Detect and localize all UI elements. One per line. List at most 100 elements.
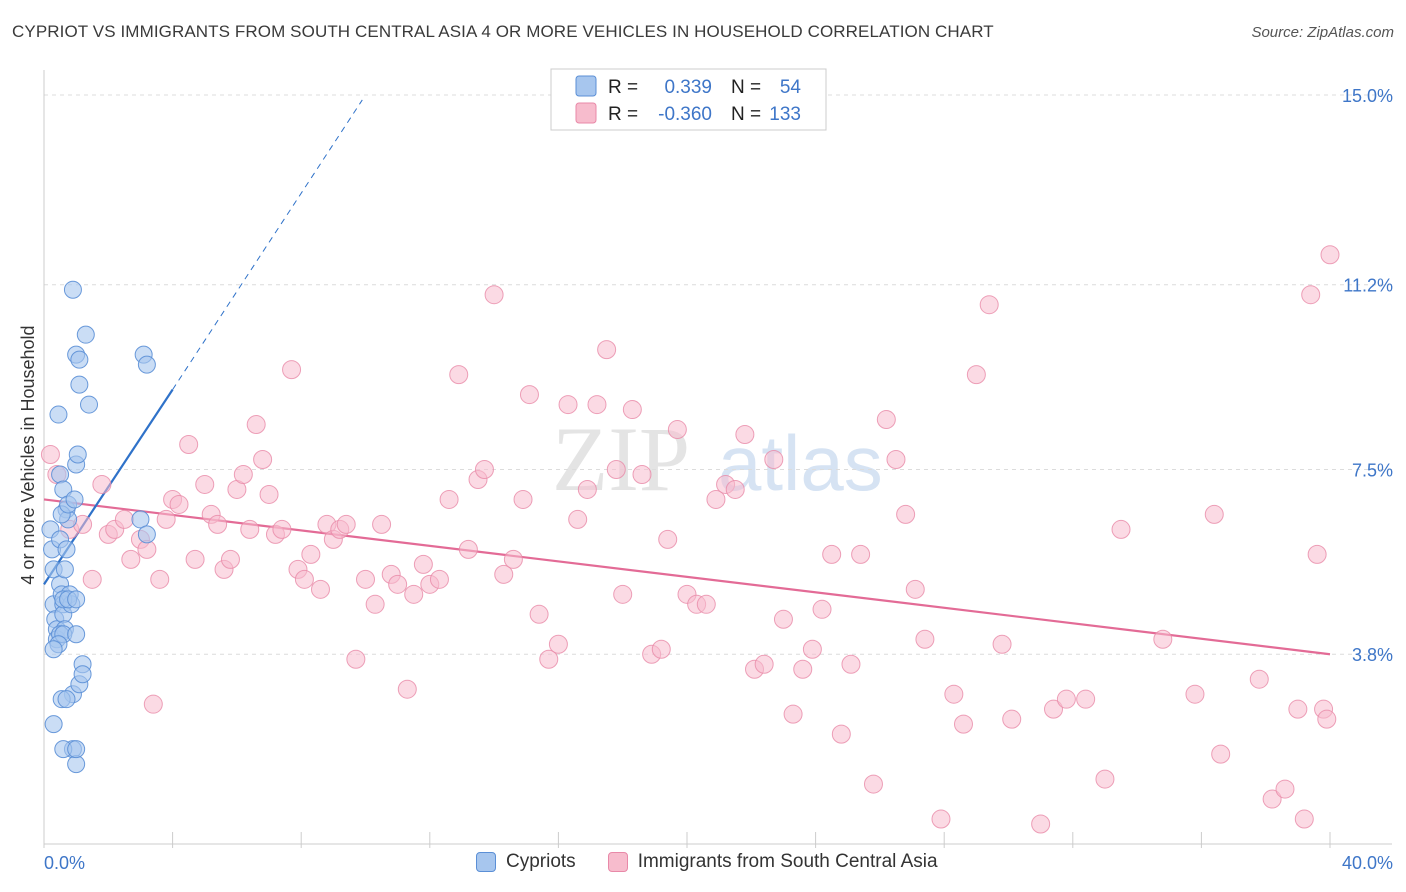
point-immigrants [220, 549, 240, 569]
point-immigrants [944, 684, 964, 704]
point-immigrants [114, 509, 134, 529]
point-cypriots [63, 280, 82, 299]
point-immigrants [513, 489, 533, 509]
point-immigrants [208, 514, 228, 534]
point-immigrants [725, 479, 745, 499]
point-immigrants [622, 400, 642, 420]
point-immigrants [979, 295, 999, 315]
legend-swatch-cypriots [476, 852, 496, 872]
bottom-legend: Cypriots Immigrants from South Central A… [476, 851, 970, 873]
point-immigrants [143, 694, 163, 714]
legend-r-value-1: 0.339 [664, 77, 712, 98]
point-cypriots [76, 325, 95, 344]
point-immigrants [529, 604, 549, 624]
point-cypriots [70, 375, 89, 394]
point-immigrants [613, 584, 633, 604]
point-immigrants [802, 639, 822, 659]
point-immigrants [336, 514, 356, 534]
legend-label-cypriots: Cypriots [506, 851, 576, 872]
point-immigrants [1095, 769, 1115, 789]
point-cypriots [137, 355, 156, 374]
point-immigrants [519, 385, 539, 405]
point-immigrants [388, 574, 408, 594]
y-axis-label: 4 or more Vehicles in Household [18, 325, 38, 584]
point-immigrants [156, 509, 176, 529]
legend-r-value-2: -0.360 [658, 104, 712, 125]
legend-swatch-blue [575, 75, 597, 97]
y-tick-label: 7.5% [1352, 460, 1393, 480]
point-immigrants [1249, 669, 1269, 689]
point-immigrants [92, 474, 112, 494]
stats-legend: R = 0.339 N = 54 R = -0.360 N = 133 [550, 68, 827, 131]
point-immigrants [1204, 504, 1224, 524]
point-cypriots [65, 490, 84, 509]
point-immigrants [548, 634, 568, 654]
point-immigrants [558, 395, 578, 415]
point-immigrants [1153, 629, 1173, 649]
legend-label-immigrants: Immigrants from South Central Asia [637, 851, 938, 872]
point-immigrants [1262, 789, 1282, 809]
point-immigrants [1320, 245, 1340, 265]
point-immigrants [931, 809, 951, 829]
legend-r-label-2: R = [608, 104, 638, 125]
point-immigrants [606, 459, 626, 479]
point-immigrants [863, 774, 883, 794]
point-immigrants [1275, 779, 1295, 799]
point-immigrants [793, 659, 813, 679]
y-tick-label: 15.0% [1342, 86, 1393, 106]
point-immigrants [503, 549, 523, 569]
point-immigrants [365, 594, 385, 614]
point-immigrants [876, 410, 896, 430]
point-immigrants [458, 539, 478, 559]
point-immigrants [259, 484, 279, 504]
point-immigrants [413, 554, 433, 574]
legend-swatch-pink [575, 102, 597, 124]
point-immigrants [896, 504, 916, 524]
point-immigrants [1301, 285, 1321, 305]
point-immigrants [915, 629, 935, 649]
legend-swatch-immigrants [607, 852, 628, 872]
trend-lines [43, 99, 1331, 656]
point-cypriots [131, 510, 150, 529]
point-immigrants [474, 459, 494, 479]
y-tick-label: 3.8% [1352, 645, 1393, 665]
x-tick-labels: 0.0% 40.0% [44, 853, 1393, 873]
point-immigrants [40, 445, 60, 465]
point-immigrants [886, 449, 906, 469]
point-immigrants [356, 569, 375, 589]
point-immigrants [1076, 689, 1096, 709]
point-immigrants [773, 609, 793, 629]
gridlines [44, 94, 1392, 655]
point-immigrants [597, 340, 617, 360]
point-immigrants [82, 569, 102, 589]
point-immigrants [632, 464, 652, 484]
point-cypriots [67, 590, 86, 609]
point-immigrants [539, 649, 559, 669]
point-immigrants [966, 365, 986, 385]
point-immigrants [905, 579, 925, 599]
chart-title: CYPRIOT VS IMMIGRANTS FROM SOUTH CENTRAL… [12, 22, 994, 41]
x-tick-label-max: 40.0% [1342, 853, 1393, 873]
point-immigrants [1031, 814, 1051, 834]
trend-line-immigrants [43, 498, 1331, 656]
point-immigrants [272, 519, 292, 539]
point-immigrants [651, 639, 671, 659]
point-immigrants [397, 679, 417, 699]
trend-extension-cypriots [172, 99, 363, 390]
point-cypriots [70, 350, 89, 369]
point-immigrants [449, 365, 469, 385]
y-tick-label: 11.2% [1343, 276, 1393, 296]
point-immigrants [812, 599, 832, 619]
point-immigrants [831, 724, 851, 744]
point-immigrants [346, 649, 366, 669]
point-immigrants [179, 435, 199, 455]
point-immigrants [294, 569, 314, 589]
point-immigrants [1307, 544, 1327, 564]
point-immigrants [195, 474, 215, 494]
legend-n-value-2: 133 [769, 104, 801, 125]
point-immigrants [484, 285, 504, 305]
legend-r-label-1: R = [608, 77, 638, 98]
point-cypriots [57, 540, 76, 559]
point-immigrants [301, 544, 321, 564]
point-immigrants [754, 654, 774, 674]
